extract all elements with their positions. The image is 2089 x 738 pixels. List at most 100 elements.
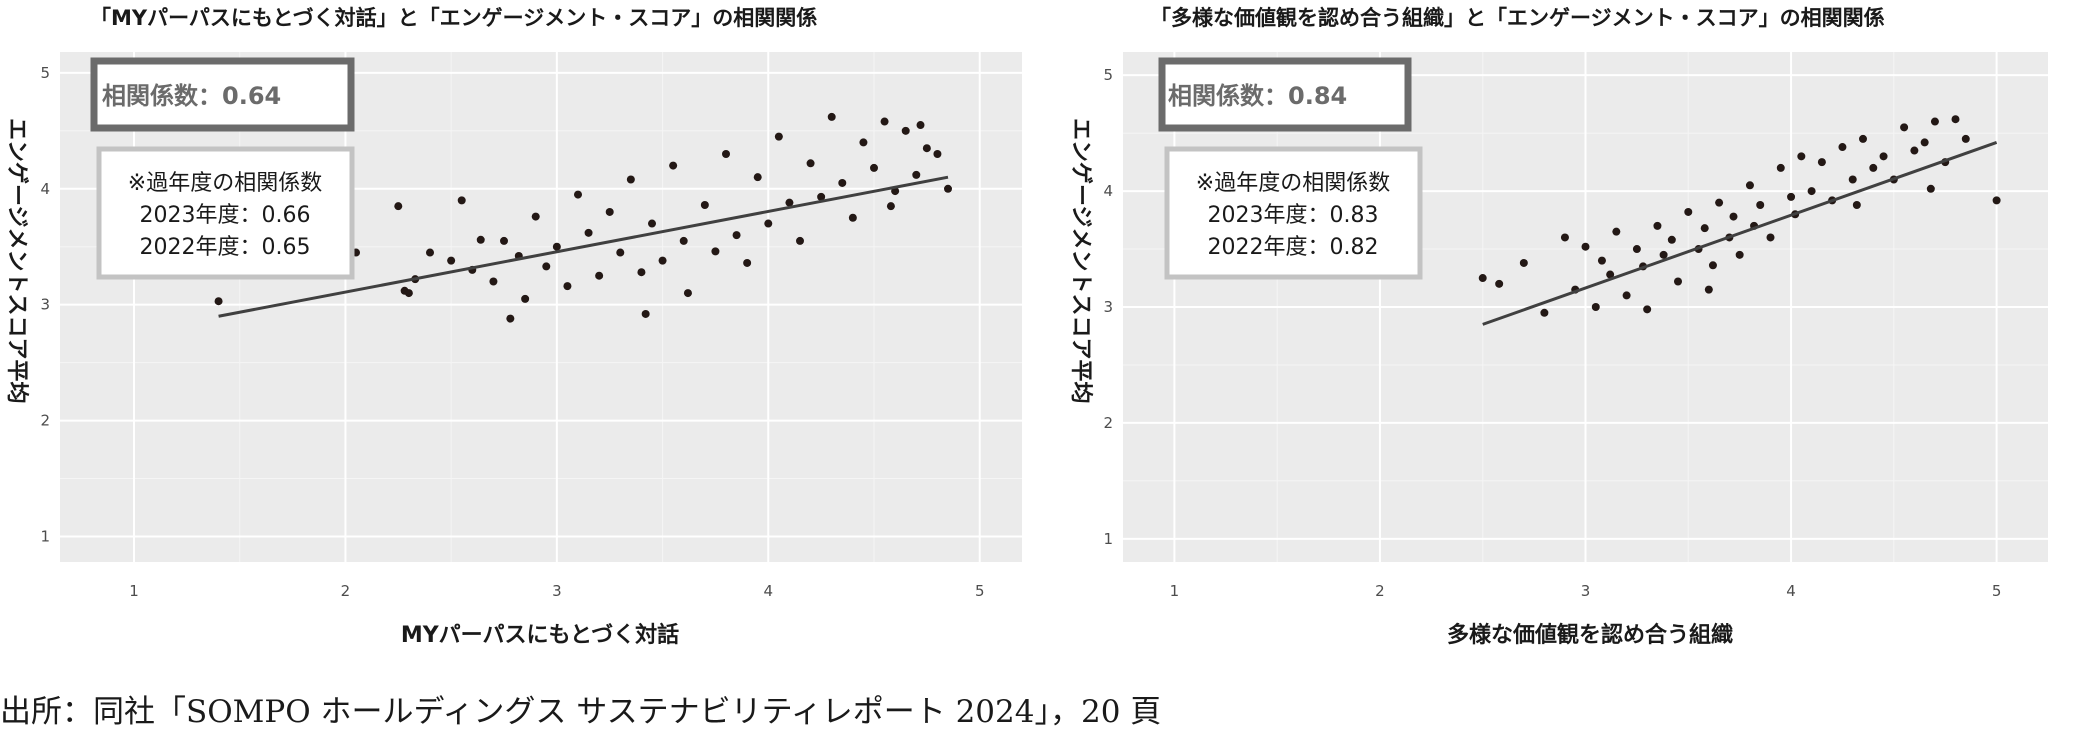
data-point (595, 271, 604, 280)
data-point (1478, 274, 1487, 283)
data-point (1540, 308, 1549, 317)
data-point (457, 196, 466, 205)
data-point (1597, 256, 1606, 265)
y-axis-label: エンゲージメントスコア平均 (4, 118, 30, 404)
data-point (658, 256, 667, 265)
data-point (1495, 279, 1504, 288)
data-point (404, 289, 413, 298)
data-point (848, 213, 857, 222)
y-tick-label: 1 (40, 528, 50, 546)
data-point (732, 231, 741, 240)
data-point (605, 207, 614, 216)
data-point (1756, 201, 1765, 209)
data-point (753, 173, 762, 182)
chart-right: 「多様な価値観を認め合う組織」と「エンゲージメント・スコア」の相関関係 1 2 … (1068, 6, 2048, 648)
data-point (886, 202, 895, 211)
x-axis-label: MYパーパスにもとづく対話 (401, 622, 679, 648)
data-point (1852, 201, 1861, 209)
data-point (574, 190, 582, 199)
x-tick-label: 2 (341, 582, 351, 600)
data-point (1951, 115, 1960, 124)
data-point (214, 297, 223, 306)
data-point (1632, 245, 1641, 254)
data-point (796, 236, 804, 245)
data-point (838, 178, 847, 187)
data-point (394, 202, 403, 211)
x-tick-label: 3 (552, 582, 562, 600)
past-year-2023: 2023年度：0.66 (140, 203, 311, 228)
x-tick-label: 4 (764, 582, 774, 600)
correlation-box (90, 57, 355, 132)
data-point (700, 201, 709, 209)
x-tick-label: 1 (1170, 582, 1180, 600)
data-point (1910, 146, 1919, 155)
data-point (1920, 138, 1929, 147)
data-point (1879, 152, 1888, 161)
x-tick-label: 1 (129, 582, 139, 600)
data-point (552, 242, 561, 251)
chart-title: 「多様な価値観を認め合う組織」と「エンゲージメント・スコア」の相関関係 (1150, 6, 1885, 30)
data-point (785, 198, 794, 207)
y-tick-label: 3 (40, 296, 50, 314)
data-point (426, 248, 434, 257)
chart-title: 「MYパーパスにもとづく対話」と「エンゲージメント・スコア」の相関関係 (90, 6, 817, 30)
data-point (489, 277, 498, 286)
y-tick-label: 2 (40, 412, 50, 430)
data-point (1581, 242, 1590, 251)
correlation-number: 0.84 (1288, 82, 1347, 110)
data-point (1766, 233, 1775, 242)
data-point (669, 161, 678, 170)
data-point (1930, 117, 1939, 126)
source-caption: 出所：同社「SOMPO ホールディングス サステナビリティレポート 2024」，… (0, 694, 1161, 730)
grid-lines (1123, 52, 2048, 562)
data-point (521, 294, 530, 303)
past-heading: ※過年度の相関係数 (128, 171, 322, 196)
y-tick-label: 2 (1103, 414, 1113, 432)
data-point (870, 163, 878, 172)
data-point (1591, 303, 1600, 311)
data-point (506, 314, 515, 323)
data-point (1869, 163, 1878, 172)
data-point (743, 258, 752, 267)
data-point (922, 144, 931, 153)
x-axis-label: 多様な価値観を認め合う組織 (1447, 622, 1733, 648)
x-axis-ticks: 1 2 3 4 5 (1170, 582, 2002, 600)
data-point (1715, 198, 1724, 207)
data-point (880, 117, 889, 126)
trend-line (218, 175, 949, 318)
correlation-box (1158, 57, 1412, 132)
data-point (722, 150, 730, 158)
y-axis-ticks: 1 2 3 4 5 (40, 64, 50, 546)
y-tick-label: 5 (1103, 66, 1113, 84)
data-point (1519, 258, 1528, 267)
data-point (1622, 291, 1631, 300)
data-point (933, 150, 942, 158)
data-point (1817, 158, 1826, 167)
data-point (916, 121, 925, 130)
data-point (901, 126, 910, 135)
correlation-number: 0.64 (222, 82, 281, 110)
x-axis-ticks: 1 2 3 4 5 (129, 582, 984, 600)
data-point (1700, 224, 1709, 233)
data-point (1659, 250, 1668, 259)
correlation-label: 相関係数： (102, 82, 222, 110)
correlation-value: 相関係数：0.84 (1168, 82, 1347, 110)
data-point (1653, 221, 1662, 230)
past-correlation-box (96, 146, 355, 280)
y-tick-label: 3 (1103, 298, 1113, 316)
data-point (584, 228, 593, 237)
past-year-2022: 2022年度：0.82 (1208, 235, 1379, 260)
data-point (859, 138, 868, 147)
data-point (1745, 181, 1754, 190)
data-point (542, 262, 551, 271)
data-point (764, 219, 773, 228)
data-point (1704, 285, 1713, 294)
x-tick-label: 4 (1786, 582, 1796, 600)
data-point (1838, 143, 1847, 152)
past-heading: ※過年度の相関係数 (1196, 171, 1390, 196)
y-axis-label: エンゲージメントスコア平均 (1068, 118, 1094, 404)
chart-left: 「MYパーパスにもとづく対話」と「エンゲージメント・スコア」の相関関係 1 2 … (4, 6, 1022, 648)
x-tick-label: 5 (1992, 582, 2002, 600)
data-point (641, 309, 650, 318)
data-point (774, 132, 783, 141)
